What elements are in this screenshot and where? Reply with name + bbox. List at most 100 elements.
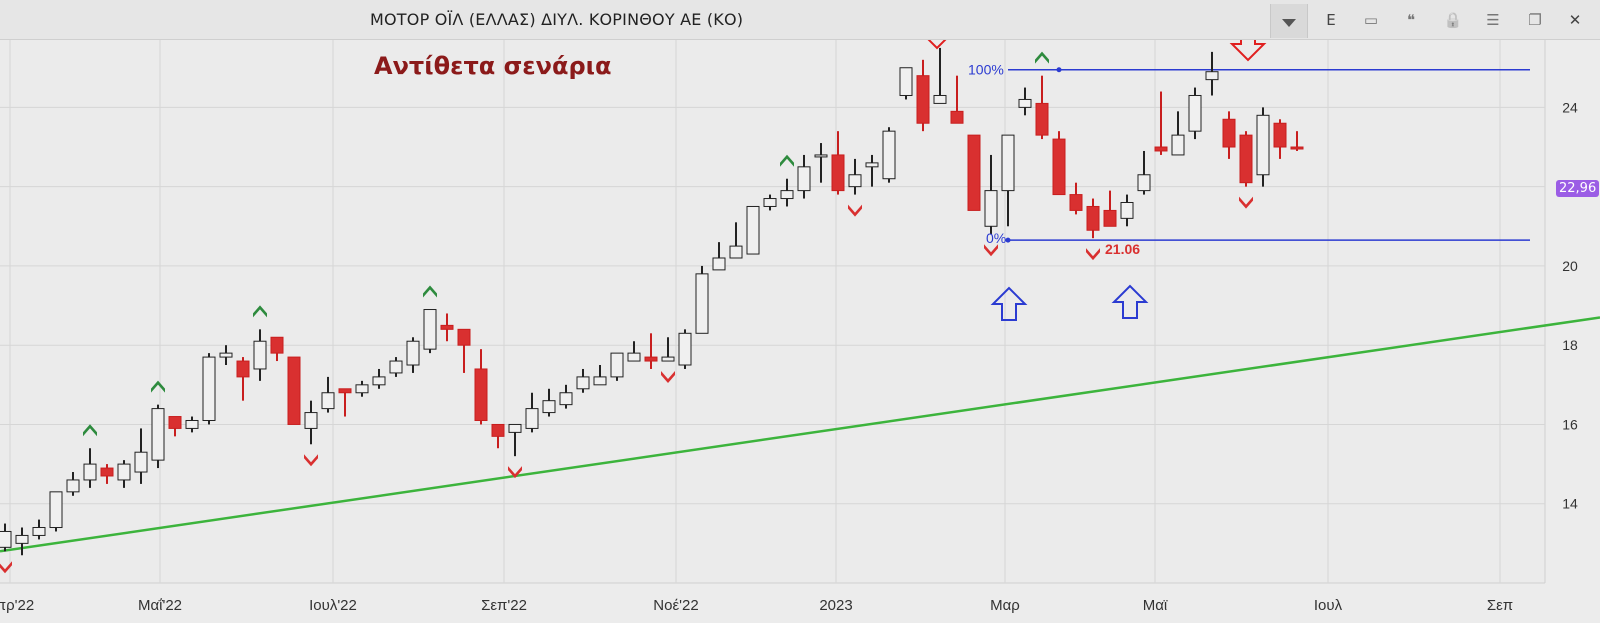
candle bbox=[933, 47, 947, 104]
candle bbox=[474, 349, 488, 425]
down-chevron bbox=[304, 454, 318, 467]
x-tick-label: Μαΐ'22 bbox=[138, 597, 182, 614]
candle bbox=[1086, 198, 1100, 239]
candle-body bbox=[1052, 138, 1066, 196]
swing-low-marker bbox=[661, 371, 675, 384]
candle-body bbox=[440, 324, 454, 330]
candle-body bbox=[763, 198, 777, 207]
candle-body bbox=[83, 463, 97, 481]
y-tick-label: 18 bbox=[1562, 337, 1578, 353]
close-icon[interactable]: ✕ bbox=[1568, 11, 1582, 29]
window-titlebar: ΜΟΤΟΡ ΟΪΛ (ΕΛΛΑΣ) ΔΙΥΛ. ΚΟΡΙΝΘΟΥ ΑΕ (ΚΟ)… bbox=[0, 0, 1600, 40]
menu-icon[interactable]: ☰ bbox=[1486, 11, 1500, 29]
candle bbox=[423, 309, 437, 354]
candle bbox=[814, 143, 828, 183]
candle-body bbox=[899, 67, 913, 96]
candle bbox=[219, 345, 233, 366]
candle bbox=[899, 67, 913, 100]
candle bbox=[627, 341, 641, 362]
candle bbox=[916, 59, 930, 132]
dropdown-button[interactable] bbox=[1270, 4, 1308, 38]
candle bbox=[678, 329, 692, 369]
trendline-layer bbox=[0, 316, 1600, 553]
x-tick-label: Σεπ'22 bbox=[481, 597, 527, 614]
candle bbox=[661, 337, 675, 362]
swing-low-marker bbox=[848, 204, 862, 217]
candle bbox=[644, 333, 658, 369]
swing-low-marker bbox=[1239, 196, 1253, 209]
candle-body bbox=[746, 205, 760, 255]
candle-body bbox=[1273, 122, 1287, 148]
candle-body bbox=[151, 408, 165, 461]
candle bbox=[372, 368, 386, 389]
candle-body bbox=[287, 356, 301, 425]
candle-body bbox=[1069, 194, 1083, 211]
candle-body bbox=[542, 400, 556, 414]
candle-body bbox=[865, 162, 879, 168]
quote-icon[interactable]: ❝ bbox=[1406, 11, 1416, 29]
support-anchor bbox=[1005, 237, 1011, 243]
candle-body bbox=[916, 75, 930, 124]
candle bbox=[338, 388, 352, 417]
candle-body bbox=[882, 130, 896, 180]
bottom-arrow-2 bbox=[1111, 284, 1149, 319]
candle-body bbox=[423, 309, 437, 350]
candle bbox=[1205, 51, 1219, 96]
candle-body bbox=[0, 530, 12, 548]
candle bbox=[831, 131, 845, 195]
candle-body bbox=[797, 166, 811, 192]
y-tick-label: 14 bbox=[1562, 496, 1578, 512]
swing-low-marker bbox=[984, 244, 998, 257]
up-chevron bbox=[780, 154, 794, 167]
candle bbox=[865, 154, 879, 187]
candle-body bbox=[1086, 205, 1100, 231]
candle bbox=[1222, 111, 1236, 159]
candle-body bbox=[1001, 134, 1015, 192]
x-tick-label: Μαρ bbox=[990, 597, 1020, 614]
swing-low-marker bbox=[304, 454, 318, 467]
candle bbox=[1154, 91, 1168, 155]
candle-body bbox=[134, 451, 148, 473]
candle-body bbox=[967, 134, 981, 211]
chart-grid bbox=[0, 40, 1600, 623]
up-chevron bbox=[423, 285, 437, 298]
down-arrow-icon bbox=[1229, 40, 1267, 62]
candle-body bbox=[593, 376, 607, 386]
candle bbox=[712, 242, 726, 271]
lock-icon[interactable]: 🔒 bbox=[1443, 11, 1463, 29]
candle bbox=[746, 205, 760, 255]
candle bbox=[185, 416, 199, 433]
swing-low-marker bbox=[0, 561, 12, 574]
candle bbox=[321, 376, 335, 413]
candle-body bbox=[1035, 102, 1049, 136]
down-chevron bbox=[0, 561, 12, 574]
candle bbox=[406, 337, 420, 373]
resistance-anchor bbox=[1056, 67, 1062, 73]
candle-body bbox=[1222, 118, 1236, 148]
candle-body bbox=[168, 416, 182, 429]
candle bbox=[1137, 150, 1151, 195]
last-price-tag: 22,96 bbox=[1556, 180, 1600, 197]
swing-high-marker bbox=[151, 380, 165, 393]
down-chevron bbox=[1086, 248, 1100, 261]
panel-icon[interactable]: ▭ bbox=[1363, 11, 1379, 29]
candle-body bbox=[984, 190, 998, 227]
candle bbox=[1001, 134, 1015, 227]
candle bbox=[950, 75, 964, 124]
y-tick-label: 16 bbox=[1562, 416, 1578, 432]
candle-body bbox=[117, 463, 131, 481]
candle-body bbox=[1205, 71, 1219, 81]
candle-body bbox=[525, 408, 539, 429]
candle bbox=[440, 313, 454, 342]
restore-icon[interactable]: ❐ bbox=[1528, 11, 1542, 29]
candle bbox=[1018, 87, 1032, 116]
candles-layer bbox=[0, 47, 1304, 556]
candle-body bbox=[848, 174, 862, 188]
price-chart[interactable]: 141618202224 Απρ'22Μαΐ'22Ιουλ'22Σεπ'22Νο… bbox=[0, 40, 1600, 623]
candle bbox=[695, 265, 709, 334]
swing-high-marker bbox=[83, 424, 97, 437]
e-button[interactable]: E bbox=[1326, 11, 1336, 29]
candle-body bbox=[729, 245, 743, 259]
candle bbox=[882, 127, 896, 183]
candle-body bbox=[627, 352, 641, 362]
